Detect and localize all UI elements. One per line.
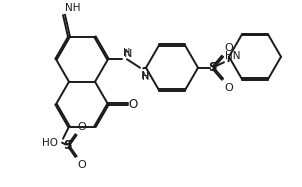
Text: S: S xyxy=(63,139,71,152)
Text: N: N xyxy=(141,71,149,81)
Text: O: O xyxy=(78,122,86,132)
Text: O: O xyxy=(224,43,233,53)
Text: NH: NH xyxy=(65,3,81,13)
Text: O: O xyxy=(78,160,86,170)
Text: O: O xyxy=(224,83,233,93)
Text: N: N xyxy=(124,49,132,59)
Text: S: S xyxy=(208,61,216,74)
Text: H: H xyxy=(123,48,130,58)
Text: HN: HN xyxy=(225,51,240,61)
Text: H: H xyxy=(142,72,150,82)
Text: O: O xyxy=(128,98,138,111)
Text: HO: HO xyxy=(42,138,58,148)
